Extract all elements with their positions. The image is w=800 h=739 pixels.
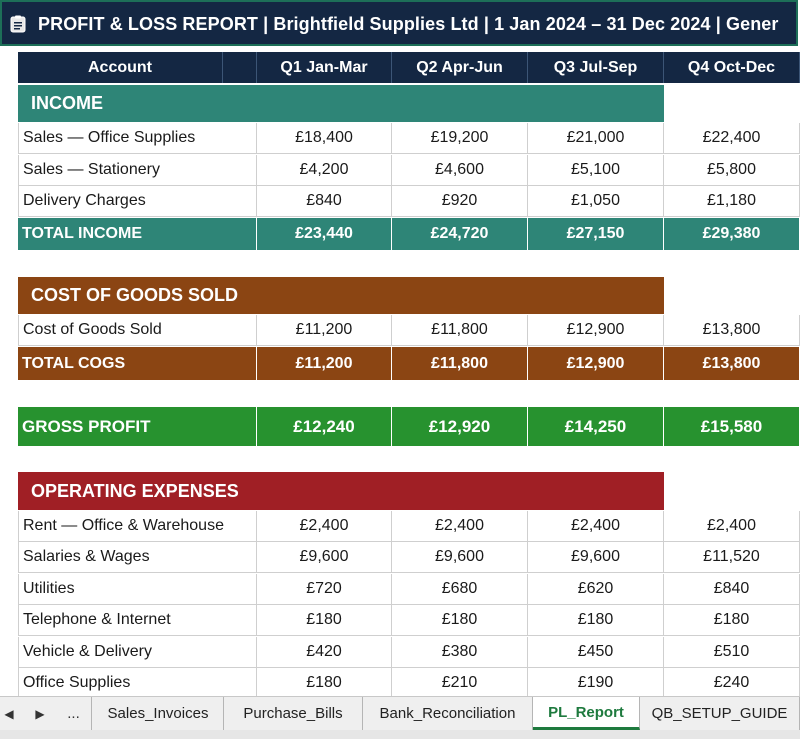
account-cell[interactable]: Utilities (18, 574, 257, 605)
gross-profit-value[interactable]: £12,920 (392, 407, 528, 446)
value-cell[interactable]: £840 (257, 186, 392, 217)
value-cell[interactable]: £12,900 (528, 315, 664, 346)
more-tabs-button[interactable]: ... (56, 697, 92, 730)
value-cell[interactable]: £9,600 (528, 542, 664, 573)
section-header-income[interactable]: INCOME (18, 85, 664, 122)
total-income-label[interactable]: TOTAL INCOME (18, 218, 257, 251)
account-cell[interactable]: Office Supplies (18, 668, 257, 696)
row-gutter (0, 46, 18, 696)
column-header-quarter[interactable]: Q1 Jan-Mar (257, 52, 392, 83)
value-cell[interactable]: £720 (257, 574, 392, 605)
tab-next-arrow-icon[interactable]: ▶ (35, 706, 45, 721)
document-icon (10, 15, 26, 33)
gross-profit-value[interactable]: £14,250 (528, 407, 664, 446)
total-cogs-label[interactable]: TOTAL COGS (18, 347, 257, 381)
sheet-tab[interactable]: QB_SETUP_GUIDE (640, 697, 800, 730)
account-cell[interactable]: Rent — Office & Warehouse (18, 511, 257, 542)
value-cell[interactable]: £19,200 (392, 123, 528, 154)
status-bar (0, 730, 800, 739)
value-cell[interactable]: £840 (664, 574, 800, 605)
column-header-account[interactable]: Account (18, 52, 223, 83)
sheet-tab[interactable]: Bank_Reconciliation (363, 697, 533, 730)
sheet-tab[interactable]: PL_Report (533, 697, 640, 730)
gross-profit-value[interactable]: £12,240 (257, 407, 392, 446)
account-cell[interactable]: Salaries & Wages (18, 542, 257, 573)
sheet-tab[interactable]: Sales_Invoices (93, 697, 224, 730)
value-cell[interactable]: £620 (528, 574, 664, 605)
value-cell[interactable]: £180 (528, 605, 664, 636)
total-income-value[interactable]: £27,150 (528, 218, 664, 251)
value-cell[interactable]: £11,200 (257, 315, 392, 346)
value-cell[interactable]: £380 (392, 637, 528, 668)
account-cell[interactable]: Cost of Goods Sold (18, 315, 257, 346)
account-cell[interactable]: Sales — Stationery (18, 155, 257, 186)
value-cell[interactable]: £180 (392, 605, 528, 636)
value-cell[interactable]: £920 (392, 186, 528, 217)
value-cell[interactable]: £1,050 (528, 186, 664, 217)
sheet-tab-bar: ◀ ▶ ... Sales_Invoices Purchase_Bills Bank… (0, 696, 800, 730)
value-cell[interactable]: £680 (392, 574, 528, 605)
total-income-value[interactable]: £24,720 (392, 218, 528, 251)
column-header-blank[interactable] (223, 52, 257, 83)
value-cell[interactable]: £9,600 (392, 542, 528, 573)
account-cell[interactable]: Telephone & Internet (18, 605, 257, 636)
total-cogs-value[interactable]: £13,800 (664, 347, 800, 381)
value-cell[interactable]: £510 (664, 637, 800, 668)
column-header-quarter[interactable]: Q3 Jul-Sep (528, 52, 664, 83)
column-header-quarter[interactable]: Q4 Oct-Dec (664, 52, 800, 83)
account-cell[interactable]: Delivery Charges (18, 186, 257, 217)
value-cell[interactable]: £5,100 (528, 155, 664, 186)
total-income-value[interactable]: £23,440 (257, 218, 392, 251)
value-cell[interactable]: £11,520 (664, 542, 800, 573)
value-cell[interactable]: £180 (664, 605, 800, 636)
value-cell[interactable]: £13,800 (664, 315, 800, 346)
value-cell[interactable]: £450 (528, 637, 664, 668)
column-header-quarter[interactable]: Q2 Apr-Jun (392, 52, 528, 83)
gross-profit-value[interactable]: £15,580 (664, 407, 800, 446)
value-cell[interactable]: £240 (664, 668, 800, 696)
value-cell[interactable]: £21,000 (528, 123, 664, 154)
value-cell[interactable]: £2,400 (528, 511, 664, 542)
value-cell[interactable]: £5,800 (664, 155, 800, 186)
total-income-value[interactable]: £29,380 (664, 218, 800, 251)
value-cell[interactable]: £2,400 (664, 511, 800, 542)
tab-prev-arrow-icon[interactable]: ◀ (4, 706, 14, 721)
value-cell[interactable]: £2,400 (392, 511, 528, 542)
account-cell[interactable]: Sales — Office Supplies (18, 123, 257, 154)
value-cell[interactable]: £420 (257, 637, 392, 668)
value-cell[interactable]: £4,600 (392, 155, 528, 186)
account-cell[interactable]: Vehicle & Delivery (18, 637, 257, 668)
value-cell[interactable]: £11,800 (392, 315, 528, 346)
total-cogs-value[interactable]: £12,900 (528, 347, 664, 381)
section-header-operating-expenses[interactable]: OPERATING EXPENSES (18, 472, 664, 510)
value-cell[interactable]: £9,600 (257, 542, 392, 573)
section-header-cogs[interactable]: COST OF GOODS SOLD (18, 277, 664, 314)
sheet-tab[interactable]: Purchase_Bills (224, 697, 363, 730)
spreadsheet-grid[interactable]: Account Q1 Jan-Mar Q2 Apr-Jun Q3 Jul-Sep Q4 … (0, 46, 800, 696)
gross-profit-label[interactable]: GROSS PROFIT (18, 407, 257, 446)
value-cell[interactable]: £1,180 (664, 186, 800, 217)
value-cell[interactable]: £210 (392, 668, 528, 696)
value-cell[interactable]: £4,200 (257, 155, 392, 186)
value-cell[interactable]: £180 (257, 668, 392, 696)
value-cell[interactable]: £22,400 (664, 123, 800, 154)
total-cogs-value[interactable]: £11,800 (392, 347, 528, 381)
value-cell[interactable]: £180 (257, 605, 392, 636)
total-cogs-value[interactable]: £11,200 (257, 347, 392, 381)
value-cell[interactable]: £18,400 (257, 123, 392, 154)
value-cell[interactable]: £190 (528, 668, 664, 696)
report-title-bar: PROFIT & LOSS REPORT | Brightfield Suppl… (0, 0, 798, 46)
value-cell[interactable]: £2,400 (257, 511, 392, 542)
report-title: PROFIT & LOSS REPORT | Brightfield Suppl… (38, 14, 779, 34)
